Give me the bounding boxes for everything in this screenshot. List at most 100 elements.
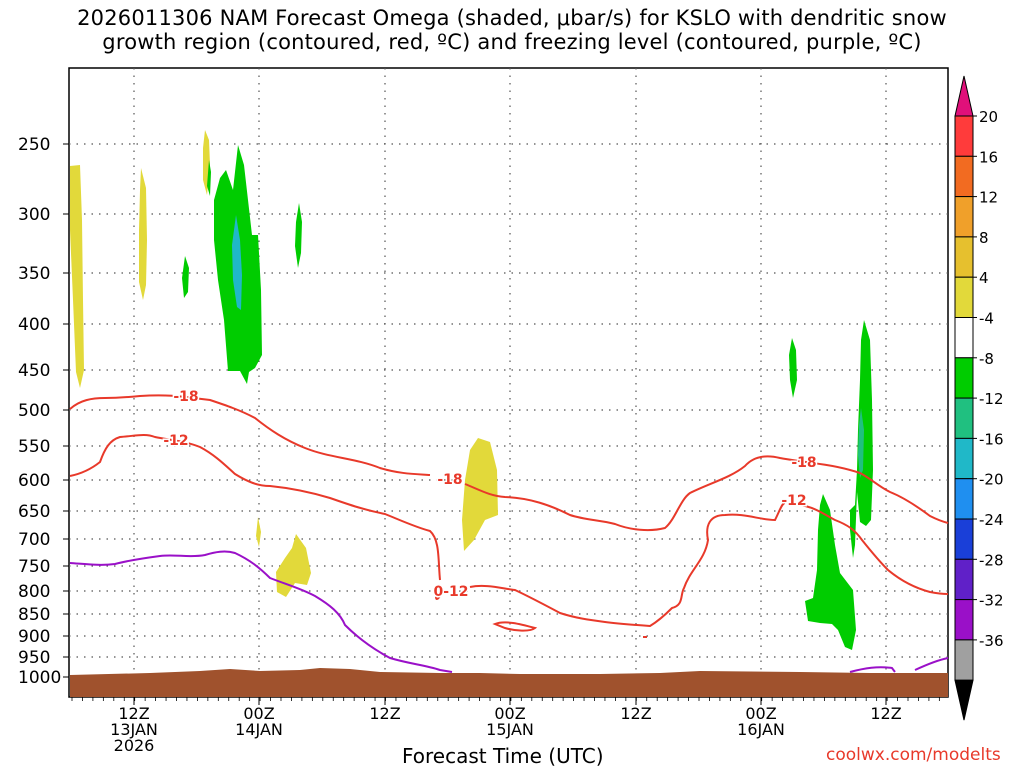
colorbar-label: -8 <box>979 350 994 368</box>
title-line-2: growth region (contoured, red, ºC) and f… <box>102 30 922 54</box>
colorbar-swatch <box>954 478 974 520</box>
colorbar-swatch <box>954 599 974 641</box>
colorbar-swatch <box>954 639 974 681</box>
y-tick-label: 600 <box>18 471 50 491</box>
colorbar-label: 20 <box>979 108 998 126</box>
colorbar-top-arrow <box>954 75 974 117</box>
contour-label: -18 <box>173 389 198 405</box>
x-axis-title: Forecast Time (UTC) <box>402 744 604 768</box>
contour-label: -12 <box>163 433 188 449</box>
y-axis: 2503003504004505005506006507007508008509… <box>18 135 69 688</box>
omega-area-green <box>789 338 797 398</box>
omega-area-yellow <box>276 534 311 597</box>
omega-area-green <box>805 494 856 650</box>
omega-area-yellow <box>70 165 84 388</box>
contour-label: 0-12 <box>433 584 468 600</box>
dgz-contour-minus-18 <box>464 455 949 532</box>
y-tick-label: 750 <box>18 557 50 577</box>
x-tick-label: 16JAN <box>737 720 785 739</box>
x-tick-label: 12Z <box>369 704 400 723</box>
colorbar-label: 4 <box>979 269 989 287</box>
x-tick-label: 2026 <box>114 736 155 755</box>
freezing-contour <box>914 657 949 671</box>
omega-area-yellow <box>139 168 147 300</box>
y-tick-label: 900 <box>18 627 50 647</box>
colorbar-label: -4 <box>979 310 994 328</box>
freezing-contour <box>69 550 453 673</box>
x-tick-label: 12Z <box>620 704 651 723</box>
contour-label: -12 <box>781 493 806 509</box>
credit-text: coolwx.com/modelts <box>826 745 1001 765</box>
colorbar-swatch <box>954 397 974 439</box>
colorbar-label: -20 <box>979 471 1004 489</box>
y-tick-label: 300 <box>18 205 50 225</box>
colorbar-label: -28 <box>979 551 1004 569</box>
omega-core-teal <box>858 408 864 478</box>
contour-labels: -18 -12 -18 0-12 -18 -12 <box>162 388 818 602</box>
omega-core-cyan <box>232 215 242 310</box>
contour-label: -18 <box>437 472 462 488</box>
y-tick-label: 1000 <box>18 668 61 688</box>
omega-area-green <box>295 203 302 268</box>
dgz-contour-minus-18 <box>69 394 431 476</box>
colorbar-label: 16 <box>979 148 998 166</box>
colorbar-swatch <box>954 276 974 319</box>
colorbar-label: 8 <box>979 229 989 247</box>
x-tick-label: 12Z <box>870 704 901 723</box>
omega-area-yellow <box>256 517 261 547</box>
colorbar-label: -24 <box>979 511 1004 529</box>
chart-title: 2026011306 NAM Forecast Omega (shaded, μ… <box>0 6 1024 54</box>
terrain <box>70 668 948 697</box>
colorbar-bottom-arrow <box>954 679 974 721</box>
x-tick-label: 12Z <box>118 704 149 723</box>
freezing-contour <box>849 666 896 673</box>
x-tick-label: 00Z <box>745 704 776 723</box>
colorbar-swatch <box>954 236 974 278</box>
colorbar-swatch <box>954 437 974 480</box>
colorbar-swatch <box>954 558 974 601</box>
contour-label: -18 <box>791 455 816 471</box>
dgz-contour-minus-12 <box>469 502 786 628</box>
omega-area-green <box>182 256 189 298</box>
colorbar: 20 16 12 8 4 -4 -8 -12 -16 -20 -24 -28 -32 -36 <box>954 75 1004 721</box>
y-tick-label: 350 <box>18 264 50 284</box>
dgz-contours <box>69 394 949 638</box>
y-tick-label: 650 <box>18 502 50 522</box>
x-tick-label: 14JAN <box>235 720 283 739</box>
colorbar-swatch <box>954 155 974 198</box>
colorbar-swatch <box>954 518 974 560</box>
colorbar-label: -12 <box>979 390 1004 408</box>
dgz-contour-small <box>492 621 538 632</box>
y-tick-label: 950 <box>18 648 50 668</box>
title-line-1: 2026011306 NAM Forecast Omega (shaded, μ… <box>77 6 947 30</box>
y-tick-label: 250 <box>18 135 50 155</box>
y-tick-label: 800 <box>18 582 50 602</box>
colorbar-swatch <box>954 317 974 359</box>
y-tick-label: 850 <box>18 605 50 625</box>
x-tick-label: 00Z <box>243 704 274 723</box>
freezing-level-contours <box>69 550 949 673</box>
colorbar-label: -36 <box>979 632 1004 650</box>
colorbar-label: 12 <box>979 189 998 207</box>
y-tick-label: 550 <box>18 437 50 457</box>
x-tick-label: 15JAN <box>486 720 534 739</box>
plot-frame <box>68 67 949 698</box>
colorbar-label: -32 <box>979 592 1004 610</box>
y-tick-label: 450 <box>18 361 50 381</box>
colorbar-label: -16 <box>979 430 1004 448</box>
dgz-contour-minus-12 <box>799 504 949 595</box>
colorbar-swatch <box>954 357 974 399</box>
colorbar-swatch <box>954 115 974 157</box>
colorbar-swatch <box>954 196 974 238</box>
positive-omega-areas <box>70 130 498 597</box>
omega-area-yellow <box>462 438 498 551</box>
x-tick-label: 00Z <box>494 704 525 723</box>
x-tick-label: 13JAN <box>110 720 158 739</box>
dgz-contour-minus-12 <box>69 433 441 581</box>
omega-area-green <box>207 160 211 196</box>
dgz-contour-small <box>435 584 443 600</box>
y-tick-label: 400 <box>18 315 50 335</box>
y-tick-label: 500 <box>18 401 50 421</box>
